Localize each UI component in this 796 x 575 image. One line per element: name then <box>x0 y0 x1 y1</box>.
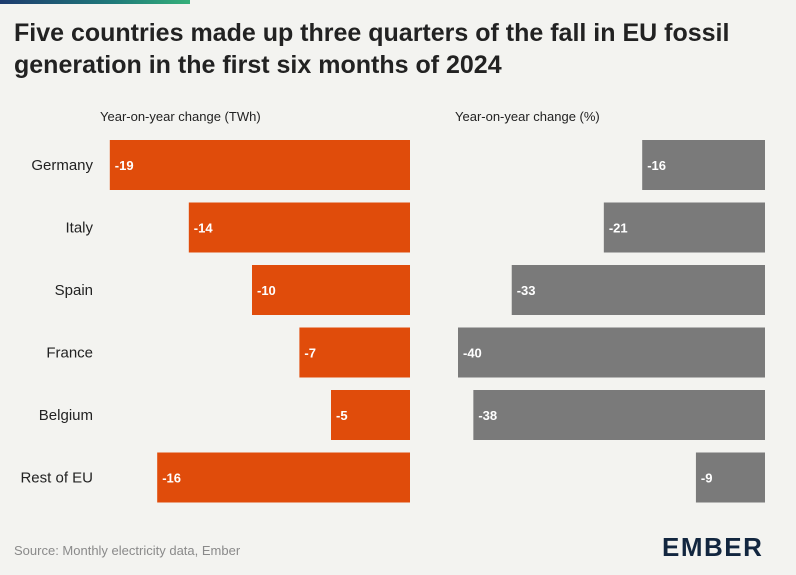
ember-logo: EMBER <box>662 532 764 562</box>
bar <box>603 202 765 253</box>
source-note: Source: Monthly electricity data, Ember <box>14 543 241 558</box>
data-label: -5 <box>336 408 348 423</box>
bar <box>458 327 765 378</box>
pct-bars: -16 -21 -33 -40 -38 -9 <box>458 140 765 503</box>
bar <box>299 327 410 378</box>
data-label: -19 <box>115 158 134 173</box>
bar <box>695 452 765 503</box>
data-label: -33 <box>517 283 536 298</box>
category-label: Italy <box>65 220 93 237</box>
bar <box>473 390 765 440</box>
data-label: -16 <box>647 158 666 173</box>
chart-title: Five countries made up three quarters of… <box>14 19 730 79</box>
bar <box>642 140 765 190</box>
bar <box>109 140 411 190</box>
twh-bars: -19 -14 -10 -7 -5 -16 <box>109 140 411 503</box>
data-label: -38 <box>478 408 497 423</box>
category-label: Belgium <box>39 407 93 424</box>
top-accent-line <box>0 0 190 4</box>
bar <box>157 452 410 503</box>
data-label: -16 <box>162 471 181 486</box>
bar <box>188 202 410 253</box>
category-label: Rest of EU <box>20 470 93 487</box>
category-label: Spain <box>55 282 93 299</box>
bar <box>511 265 765 315</box>
data-label: -14 <box>194 221 214 236</box>
twh-panel-title: Year-on-year change (TWh) <box>100 109 261 124</box>
data-label: -9 <box>701 471 713 486</box>
data-label: -7 <box>304 346 316 361</box>
category-label: France <box>46 345 93 362</box>
data-label: -10 <box>257 283 276 298</box>
data-label: -21 <box>609 221 628 236</box>
category-label: Germany <box>31 157 93 174</box>
bar <box>331 390 410 440</box>
pct-panel-title: Year-on-year change (%) <box>455 109 600 124</box>
category-labels: Germany Italy Spain France Belgium Rest of EU <box>20 157 93 487</box>
bar-charts: Year-on-year change (TWh) Year-on-year c… <box>20 109 765 503</box>
data-label: -40 <box>463 346 482 361</box>
bar <box>252 265 410 315</box>
